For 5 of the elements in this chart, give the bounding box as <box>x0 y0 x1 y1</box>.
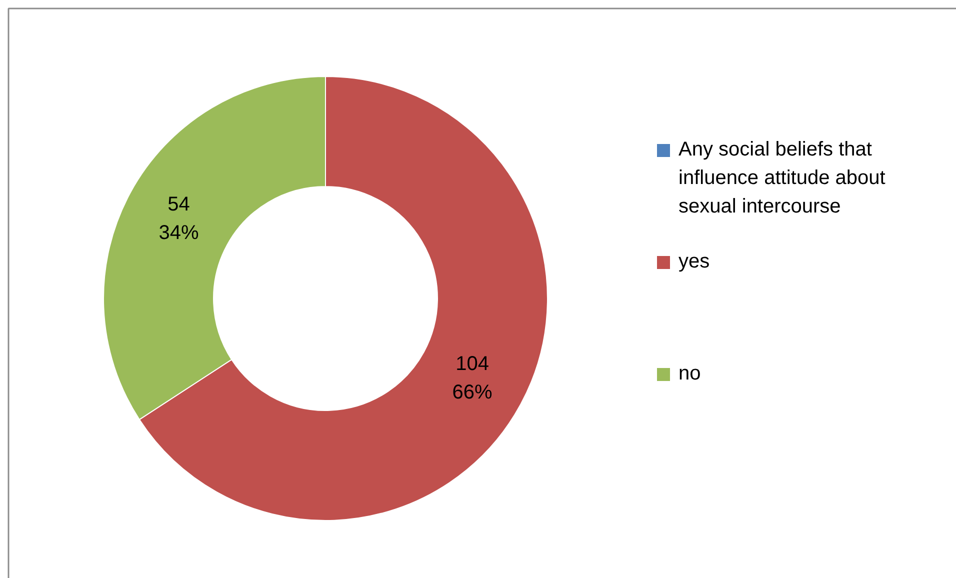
data-label: 104 66% <box>452 352 493 404</box>
legend-label: no <box>678 362 701 384</box>
data-label: 54 34% <box>158 194 199 244</box>
legend-label: yes <box>678 250 710 272</box>
legend-label: Any social beliefs that influence attitude about sexual intercourse <box>678 138 886 218</box>
